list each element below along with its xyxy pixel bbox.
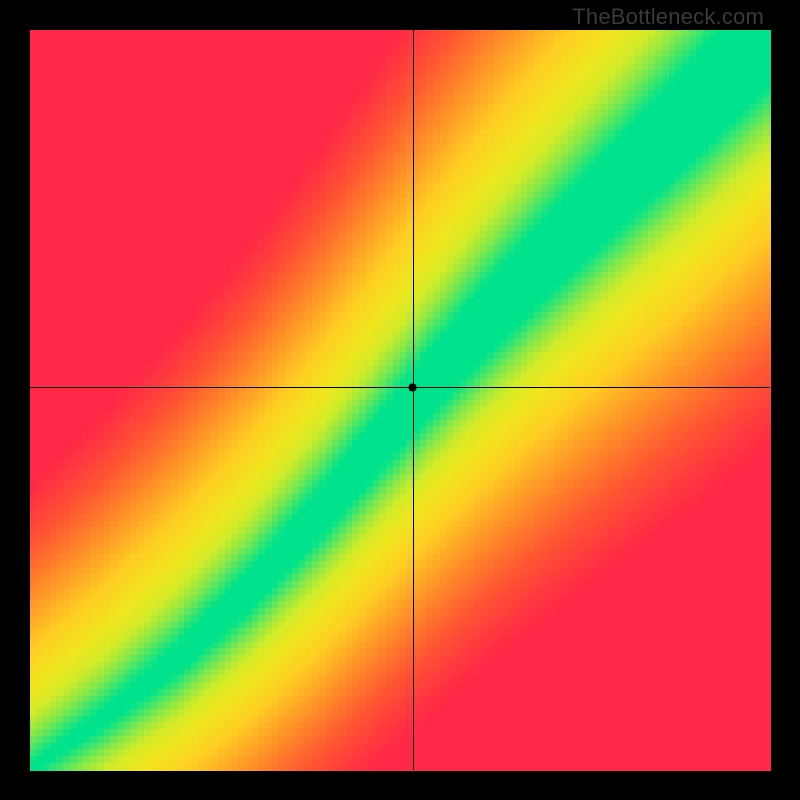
chart-container: TheBottleneck.com [0,0,800,800]
watermark-text: TheBottleneck.com [572,4,764,30]
bottleneck-heatmap [0,0,800,800]
